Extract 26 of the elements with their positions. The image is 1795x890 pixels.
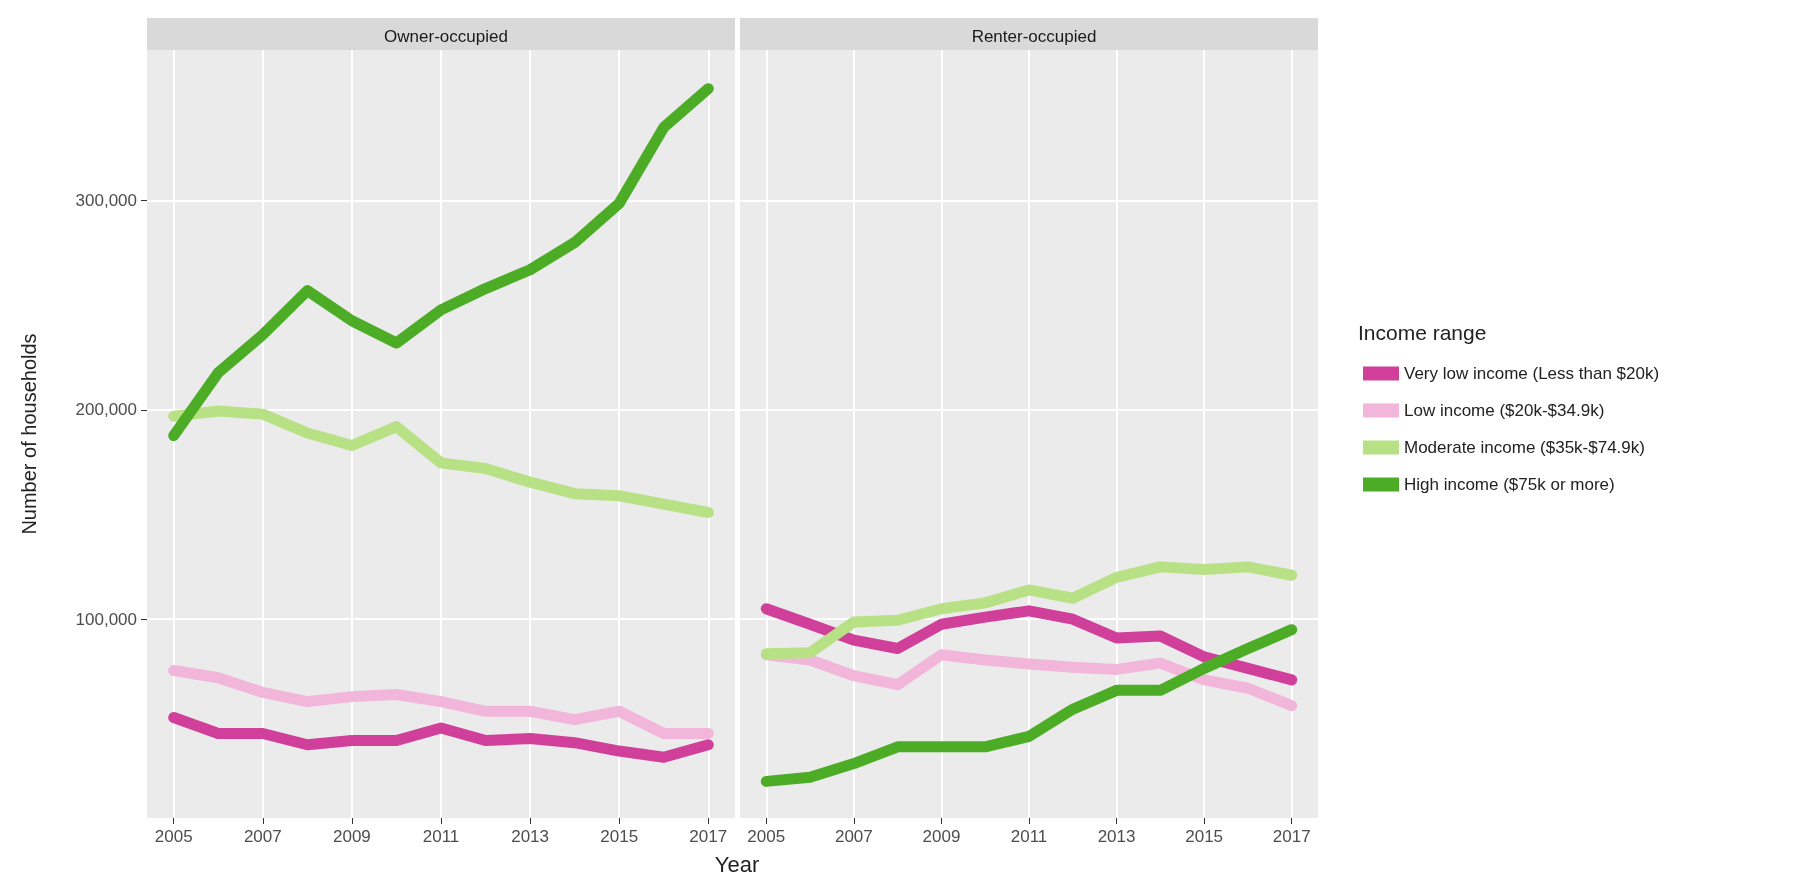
x-tick-label: 2011 [422, 827, 460, 846]
chart-title: Renter-occupied [971, 27, 1097, 46]
x-tick-label: 2015 [600, 827, 639, 846]
x-tick-label: 2005 [154, 827, 193, 846]
y-axis-title: Number of households [18, 333, 40, 535]
x-tick-label: 2009 [922, 827, 961, 846]
x-tick-label: 2013 [1097, 827, 1136, 846]
x-tick-label: 2007 [834, 827, 873, 846]
x-tick-label: 2007 [243, 827, 282, 846]
legend-title: Income range [1358, 321, 1487, 344]
y-tick-label: 100,000 [75, 609, 137, 629]
legend-label: High income ($75k or more) [1404, 475, 1615, 494]
x-tick-label: 2005 [747, 827, 786, 846]
x-axis-title: Year [714, 852, 760, 878]
x-tick-label: 2009 [333, 827, 371, 846]
y-tick-label: 200,000 [75, 400, 137, 420]
legend-label: Very low income (Less than $20k) [1404, 364, 1660, 383]
x-tick-label: 2017 [1272, 827, 1311, 846]
x-tick-label: 2015 [1185, 827, 1224, 846]
chart-title: Owner-occupied [384, 27, 508, 46]
x-tick-label: 2013 [511, 827, 549, 846]
legend-label: Low income ($20k-$34.9k) [1404, 401, 1605, 420]
legend-label: Moderate income ($35k-$74.9k) [1404, 438, 1645, 457]
x-tick-label: 2011 [1010, 827, 1048, 846]
y-tick-label: 300,000 [75, 191, 137, 211]
x-tick-label: 2017 [689, 827, 728, 846]
